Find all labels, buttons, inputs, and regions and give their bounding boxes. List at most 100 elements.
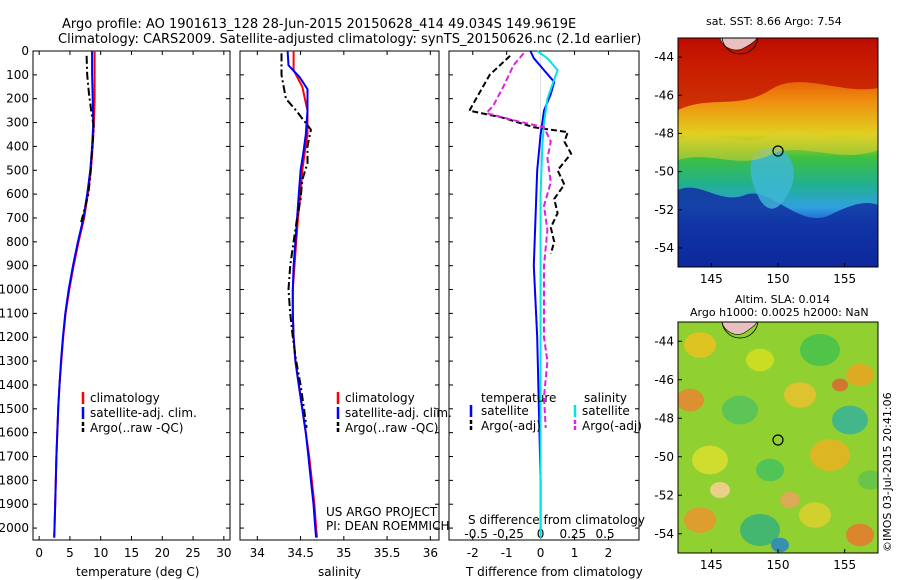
x-tick-label: 30 xyxy=(216,546,231,560)
temperature-axis-label: temperature (deg C) xyxy=(76,565,199,579)
x-tick-label: 36 xyxy=(423,546,438,560)
map-y-tick-label: -46 xyxy=(654,88,674,102)
series-line xyxy=(484,52,552,428)
x-tick-label: 35.5 xyxy=(374,546,401,560)
s-diff-tick-label: 0.5 xyxy=(596,527,615,541)
series-line xyxy=(80,55,95,223)
x-tick-label: 1 xyxy=(571,546,579,560)
map-y-tick-label: -50 xyxy=(654,450,674,464)
sst-profile-marker xyxy=(772,145,784,157)
t-difference-axis-label: T difference from climatology xyxy=(465,565,643,579)
sla-anomaly-blobs xyxy=(678,332,878,553)
sst-map-axes: 145 150 155 -44 -46 -48 -50 -52 -54 xyxy=(654,50,856,286)
x-tick-label: 34.5 xyxy=(287,546,314,560)
legend-label-climatology: climatology xyxy=(90,391,160,405)
y-tick-label: 1800 xyxy=(0,473,29,487)
salinity-panel: 34 34.5 35 35.5 36 xyxy=(239,50,440,560)
y-tick-label: 500 xyxy=(6,163,29,177)
map-y-tick-label: -48 xyxy=(654,126,674,140)
difference-panel: -2 -1 0 1 2-0.5 -0.25 0 0.25 0.5 xyxy=(448,50,640,560)
series-line xyxy=(467,55,573,255)
sla-map-title-line-1: Altim. SLA: 0.014 xyxy=(735,293,830,306)
legend-label-climatology: climatology xyxy=(345,391,415,405)
x-tick-label: 0 xyxy=(537,546,545,560)
y-tick-label: 1300 xyxy=(0,354,29,368)
sla-blob xyxy=(784,382,816,408)
legend-label-t-satellite: satellite xyxy=(481,404,529,418)
s-diff-tick-label: -0.25 xyxy=(493,527,524,541)
project-label: US ARGO PROJECT xyxy=(326,505,438,519)
x-tick-label: 25 xyxy=(185,546,200,560)
legend-header-temperature: temperature xyxy=(481,391,556,405)
legend-header-salinity: salinity xyxy=(584,391,627,405)
temperature-legend: climatology satellite-adj. clim. Argo(..… xyxy=(81,391,197,435)
sla-coast-outline xyxy=(721,322,758,335)
y-tick-label: 300 xyxy=(6,116,29,130)
map-x-tick-label: 155 xyxy=(833,558,856,572)
sla-blob xyxy=(771,537,789,553)
map-y-tick-label: -54 xyxy=(654,527,674,541)
sla-blob xyxy=(832,378,848,392)
sst-warm-patch xyxy=(678,38,878,110)
y-tick-label: 100 xyxy=(6,68,29,82)
sst-map-title: sat. SST: 8.66 Argo: 7.54 xyxy=(706,15,842,28)
sla-coast-circle xyxy=(721,322,759,339)
series-line xyxy=(536,50,559,538)
y-tick-label: 0 xyxy=(21,44,29,58)
sla-blob xyxy=(756,458,784,482)
sla-blob xyxy=(710,482,730,498)
sla-blob xyxy=(780,492,800,508)
series-line xyxy=(53,51,95,538)
x-tick-label: -2 xyxy=(467,546,479,560)
sla-blob xyxy=(858,470,878,490)
y-tick-label: 900 xyxy=(6,259,29,273)
sla-blob xyxy=(810,439,850,471)
map-x-tick-label: 145 xyxy=(700,558,723,572)
y-tick-label: 1400 xyxy=(0,378,29,392)
sla-blob xyxy=(692,445,728,475)
sla-blob xyxy=(832,405,868,435)
map-x-tick-label: 150 xyxy=(767,558,790,572)
map-y-tick-label: -54 xyxy=(654,241,674,255)
sla-profile-marker xyxy=(772,434,784,446)
x-tick-label: 0 xyxy=(35,546,43,560)
legend-label-argo: Argo(..raw -QC) xyxy=(90,421,183,435)
y-tick-label: 1100 xyxy=(0,306,29,320)
x-tick-label: 20 xyxy=(155,546,170,560)
map-y-tick-label: -46 xyxy=(654,373,674,387)
sla-blob xyxy=(800,334,840,366)
x-tick-label: 35 xyxy=(336,546,351,560)
y-tick-label: 1000 xyxy=(0,283,29,297)
sla-blob xyxy=(746,348,774,372)
sla-blob xyxy=(846,523,874,547)
map-y-tick-label: -44 xyxy=(654,334,674,348)
y-tick-label: 1600 xyxy=(0,426,29,440)
x-tick-label: 15 xyxy=(124,546,139,560)
y-tick-label: 600 xyxy=(6,187,29,201)
y-tick-label: 200 xyxy=(6,92,29,106)
figure-title-line-2: Climatology: CARS2009. Satellite-adjuste… xyxy=(58,32,641,47)
series-line xyxy=(286,50,318,538)
legend-label-s-argo: Argo(-adj) xyxy=(582,419,642,433)
map-x-tick-label: 155 xyxy=(833,272,856,286)
plot-frame xyxy=(32,50,231,541)
map-y-tick-label: -48 xyxy=(654,411,674,425)
temperature-panel: 0 5 10 15 20 25 300100200300400500600700800900… xyxy=(0,44,231,560)
difference-legend: temperature salinity satellite Argo(-adj… xyxy=(469,391,642,433)
x-tick-label: 2 xyxy=(605,546,613,560)
map-y-tick-label: -50 xyxy=(654,165,674,179)
sla-blob xyxy=(722,395,758,425)
salinity-annotation: US ARGO PROJECT PI: DEAN ROEMMICH xyxy=(326,505,449,533)
figure-title-line-1: Argo profile: AO 1901613_128 28-Jun-2015… xyxy=(62,17,576,32)
sla-blob xyxy=(684,332,716,358)
series-line xyxy=(529,50,556,538)
salinity-axis-label: salinity xyxy=(318,565,361,579)
y-tick-label: 1200 xyxy=(0,330,29,344)
s-diff-tick-label: 0.25 xyxy=(559,527,586,541)
y-tick-label: 800 xyxy=(6,235,29,249)
imos-credit: ©IMOS 03-Jul-2015 20:41:06 xyxy=(881,392,894,552)
sst-map: 145 150 155 -44 -46 -48 -50 -52 -54 xyxy=(654,37,879,286)
map-y-tick-label: -44 xyxy=(654,50,674,64)
pi-label: PI: DEAN ROEMMICH xyxy=(326,519,449,533)
y-tick-label: 2000 xyxy=(0,521,29,535)
